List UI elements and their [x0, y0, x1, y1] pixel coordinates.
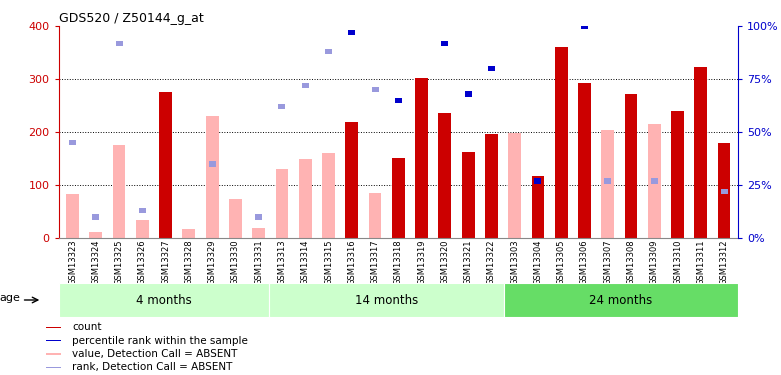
Bar	[255, 214, 262, 220]
Bar	[369, 193, 381, 238]
Bar	[372, 87, 379, 93]
Bar	[345, 122, 358, 238]
Bar	[671, 111, 684, 238]
Bar	[415, 78, 428, 238]
Bar	[462, 152, 475, 238]
Text: percentile rank within the sample: percentile rank within the sample	[72, 336, 248, 346]
Text: count: count	[72, 322, 102, 332]
Bar	[45, 340, 62, 341]
Bar	[45, 367, 62, 368]
Text: 14 months: 14 months	[355, 294, 418, 306]
Bar	[69, 140, 76, 146]
Text: GDS520 / Z50144_g_at: GDS520 / Z50144_g_at	[59, 12, 203, 25]
Bar	[159, 93, 172, 238]
Bar	[279, 104, 286, 110]
Bar	[488, 66, 495, 71]
Bar	[625, 94, 637, 238]
Bar	[485, 134, 497, 238]
Bar	[441, 40, 448, 46]
Bar	[325, 49, 332, 54]
Bar	[299, 159, 312, 238]
Bar	[581, 24, 588, 29]
Bar	[136, 220, 148, 238]
Bar	[601, 129, 614, 238]
Bar	[694, 67, 708, 238]
Bar	[92, 214, 99, 220]
Bar	[45, 353, 62, 355]
Bar	[66, 194, 79, 238]
Bar	[394, 98, 402, 103]
Text: age: age	[0, 293, 20, 303]
Bar	[276, 169, 288, 238]
Bar	[651, 178, 658, 184]
Bar	[721, 189, 728, 194]
Bar	[627, 20, 634, 25]
Bar	[322, 153, 335, 238]
Bar	[465, 92, 472, 97]
Bar	[508, 133, 521, 238]
Bar	[209, 161, 216, 166]
Bar	[229, 200, 242, 238]
Bar	[269, 283, 504, 317]
Bar	[116, 40, 123, 46]
Text: 24 months: 24 months	[590, 294, 652, 306]
Bar	[604, 178, 612, 184]
Bar	[504, 283, 738, 317]
Bar	[648, 124, 661, 238]
Bar	[392, 158, 405, 238]
Bar	[578, 83, 591, 238]
Bar	[348, 30, 355, 35]
Text: rank, Detection Call = ABSENT: rank, Detection Call = ABSENT	[72, 363, 233, 372]
Bar	[438, 113, 451, 238]
Bar	[59, 283, 269, 317]
Bar	[89, 232, 102, 238]
Bar	[252, 228, 265, 238]
Bar	[718, 143, 730, 238]
Text: value, Detection Call = ABSENT: value, Detection Call = ABSENT	[72, 349, 237, 359]
Bar	[418, 2, 425, 8]
Bar	[205, 116, 219, 238]
Bar	[532, 176, 544, 238]
Bar	[162, 2, 169, 8]
Text: 4 months: 4 months	[136, 294, 192, 306]
Bar	[674, 13, 681, 18]
Bar	[139, 208, 146, 213]
Bar	[301, 83, 308, 88]
Bar	[183, 229, 195, 238]
Bar	[112, 146, 126, 238]
Bar	[555, 48, 568, 238]
Bar	[45, 327, 62, 328]
Bar	[534, 178, 541, 184]
